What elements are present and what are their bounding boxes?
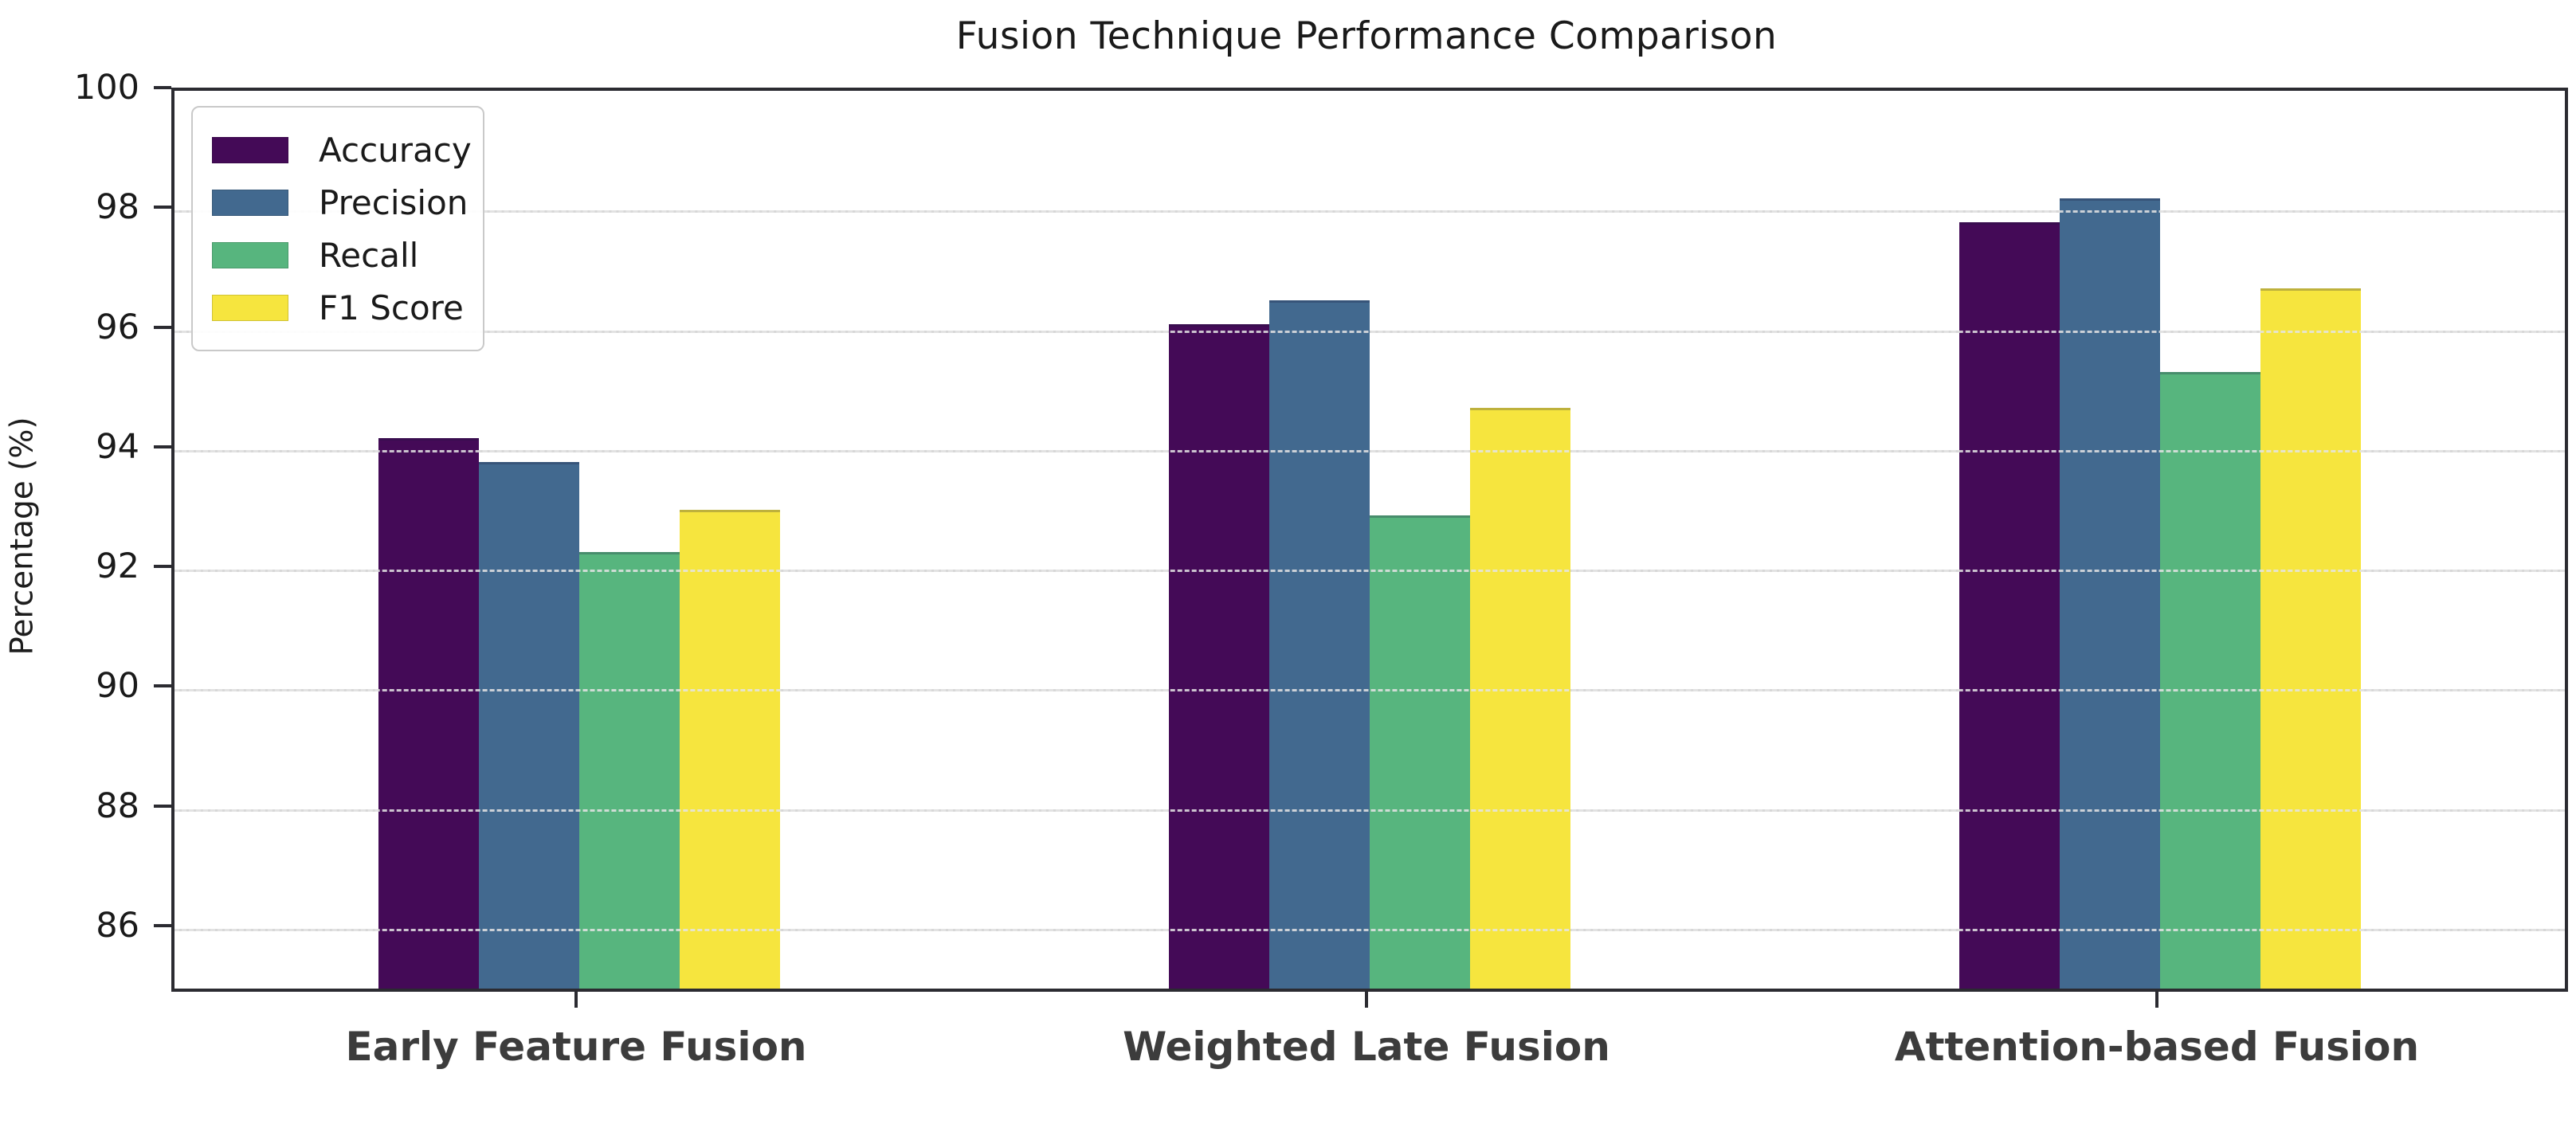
legend-row-f1-score: F1 Score	[212, 281, 464, 334]
bar-recall-3	[2160, 372, 2260, 989]
legend-swatch-recall	[212, 241, 288, 268]
bar-precision-1	[479, 461, 579, 989]
ytick-mark-98	[154, 206, 171, 210]
ytick-label-96: 96	[96, 307, 139, 347]
legend-label-f1-score: F1 Score	[319, 288, 464, 327]
bar-recall-2	[1370, 515, 1470, 989]
legend-label-recall: Recall	[319, 235, 419, 275]
ytick-mark-100	[154, 86, 171, 89]
gridline-overlay-96	[174, 330, 2565, 333]
legend: Accuracy Precision Recall F1 Score	[191, 106, 484, 351]
ytick-label-94: 94	[96, 426, 139, 467]
xtick-mark-3	[2155, 989, 2158, 1008]
gridline-overlay-90	[174, 689, 2565, 692]
bar-precision-3	[2060, 198, 2160, 989]
legend-swatch-precision	[212, 189, 288, 216]
gridline-overlay-98	[174, 210, 2565, 213]
ytick-mark-90	[154, 684, 171, 688]
ytick-label-98: 98	[96, 187, 139, 228]
bar-f1-score-3	[2260, 288, 2361, 989]
gridline-overlay-94	[174, 449, 2565, 452]
legend-row-recall: Recall	[212, 229, 464, 281]
ytick-mark-92	[154, 565, 171, 569]
gridline-overlay-92	[174, 570, 2565, 573]
legend-label-precision: Precision	[319, 182, 469, 222]
bar-accuracy-2	[1169, 324, 1269, 989]
xtick-mark-1	[574, 989, 578, 1008]
chart-title: Fusion Technique Performance Comparison	[955, 14, 1778, 58]
ytick-mark-94	[154, 445, 171, 448]
bar-f1-score-2	[1470, 408, 1570, 989]
ytick-label-90: 90	[96, 666, 139, 707]
ytick-label-92: 92	[96, 546, 139, 587]
legend-swatch-f1-score	[212, 294, 288, 321]
legend-row-accuracy: Accuracy	[212, 123, 472, 176]
ytick-mark-86	[154, 923, 171, 927]
ytick-label-86: 86	[96, 905, 139, 946]
legend-row-precision: Precision	[212, 176, 468, 229]
legend-swatch-accuracy	[212, 136, 288, 163]
bar-precision-2	[1269, 300, 1370, 989]
xtick-label-2: Weighted Late Fusion	[1123, 1024, 1610, 1070]
gridline-overlay-88	[174, 809, 2565, 812]
bar-accuracy-1	[378, 437, 479, 989]
xtick-label-3: Attention-based Fusion	[1894, 1024, 2420, 1070]
xtick-mark-2	[1365, 989, 1368, 1008]
xtick-label-1: Early Feature Fusion	[345, 1024, 807, 1070]
ytick-label-88: 88	[96, 785, 139, 826]
ytick-mark-96	[154, 325, 171, 329]
bar-recall-1	[579, 551, 680, 989]
ytick-mark-88	[154, 804, 171, 808]
bar-accuracy-3	[1959, 222, 2060, 989]
legend-label-accuracy: Accuracy	[319, 130, 472, 170]
gridline-overlay-86	[174, 928, 2565, 931]
bar-f1-score-1	[680, 509, 780, 989]
plot-area	[171, 88, 2568, 992]
ytick-label-100: 100	[73, 68, 139, 108]
